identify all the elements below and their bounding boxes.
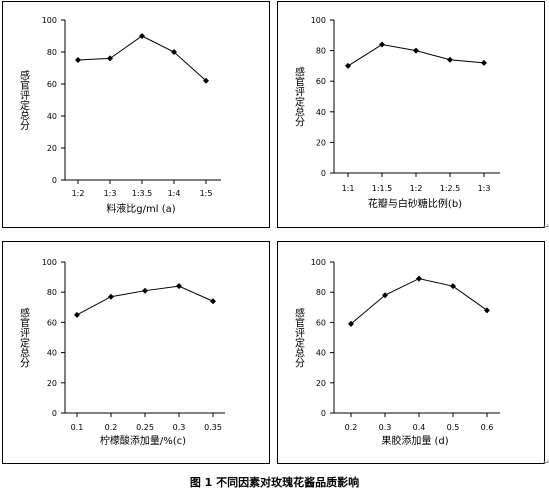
data-point: [379, 41, 385, 48]
chart-panel-a: 0 20 40 60 80 100 1:2 1:3 1:3.5 1:4 1:5 感官评定总分料液比g/…: [2, 1, 270, 228]
y-tick-label: 100: [42, 16, 57, 25]
x-tick-label: 1:2: [410, 184, 423, 193]
paragraph-mark: ↵: [543, 458, 549, 467]
y-tick-label: 60: [47, 318, 57, 327]
x-tick-label: 0.35: [204, 423, 222, 432]
data-point: [413, 47, 419, 54]
x-tick-label: 1:4: [168, 189, 181, 198]
y-tick-label: 60: [47, 80, 57, 89]
x-tick-label: 1:2: [72, 189, 85, 198]
y-tick-label: 20: [47, 144, 57, 153]
x-tick-label: 0.1: [71, 423, 84, 432]
data-point: [481, 59, 487, 66]
x-tick-label: 0.4: [413, 423, 426, 432]
y-tick-label: 80: [316, 288, 326, 297]
y-tick-label: 0: [321, 169, 326, 178]
data-point: [345, 62, 351, 69]
x-tick-label: 1:3: [104, 189, 117, 198]
data-point: [210, 298, 216, 305]
y-tick-label: 20: [316, 379, 326, 388]
y-axis-label: 感官评定总分: [293, 65, 305, 127]
x-axis-label: 料液比g/ml (a): [106, 202, 175, 215]
y-tick-label: 0: [52, 409, 57, 418]
data-point: [142, 287, 148, 294]
x-axis-label: 果胶添加量 (d): [381, 434, 448, 447]
y-tick-label: 20: [47, 379, 57, 388]
data-point: [75, 57, 81, 63]
y-tick-label: 40: [316, 349, 326, 358]
figure-caption: 图 1 不同因素对玫瑰花酱品质影响: [189, 476, 360, 489]
x-tick-label: 1:3.5: [132, 189, 153, 198]
chart-panel-d: 0 20 40 60 80 100 0.2 0.3 0.4 0.5 0.6 感官评定总分果胶添加量 (…: [277, 241, 545, 464]
data-point: [139, 33, 145, 39]
y-tick-label: 100: [311, 258, 326, 267]
y-tick-label: 20: [316, 138, 326, 147]
x-tick-label: 1:1: [342, 184, 355, 193]
data-point: [484, 307, 490, 314]
data-point: [382, 292, 388, 299]
y-tick-label: 80: [316, 47, 326, 56]
y-axis-label: 感官评定总分: [18, 306, 30, 368]
series-line: [77, 35, 207, 82]
y-tick-label: 60: [316, 318, 326, 327]
y-tick-label: 40: [47, 112, 57, 121]
y-tick-label: 40: [47, 349, 57, 358]
data-point: [447, 56, 453, 63]
data-point: [108, 293, 114, 300]
line-chart-a: 0 20 40 60 80 100 1:2 1:3 1:3.5 1:4 1:5 感官评定总分料液比g/…: [18, 16, 221, 215]
line-chart-c: 0 20 40 60 80 100 0.1 0.2 0.25 0.3 0.35 感官评定总分柠檬酸添加…: [18, 258, 225, 447]
x-tick-label: 0.3: [379, 423, 392, 432]
x-tick-label: 0.2: [345, 423, 358, 432]
x-tick-label: 1:5: [200, 189, 213, 198]
data-point: [74, 311, 80, 318]
y-tick-label: 60: [316, 77, 326, 86]
y-axis-label: 感官评定总分: [18, 69, 30, 131]
y-tick-label: 0: [321, 409, 326, 418]
data-point: [107, 55, 113, 62]
x-tick-label: 0.2: [105, 423, 118, 432]
y-tick-label: 100: [42, 258, 57, 267]
x-tick-label: 0.6: [481, 423, 494, 432]
paragraph-mark: ↵: [543, 222, 549, 231]
y-tick-label: 100: [311, 16, 326, 25]
data-point: [171, 49, 177, 55]
y-axis-label: 感官评定总分: [293, 306, 305, 368]
x-tick-label: 1:2.5: [440, 184, 461, 193]
x-axis-label: 花瓣与白砂糖比例(b): [368, 197, 462, 210]
y-tick-label: 0: [52, 176, 57, 185]
data-point: [348, 320, 354, 327]
x-axis-label: 柠檬酸添加量/%(c): [100, 434, 186, 447]
data-point: [450, 283, 456, 290]
x-tick-label: 1:1.5: [372, 184, 393, 193]
x-tick-label: 1:3: [478, 184, 491, 193]
data-point: [176, 283, 182, 290]
series-line: [350, 278, 488, 325]
x-tick-label: 0.3: [173, 423, 186, 432]
y-tick-label: 80: [47, 48, 57, 57]
data-point: [203, 77, 209, 84]
x-tick-label: 0.25: [136, 423, 154, 432]
chart-panel-c: 0 20 40 60 80 100 0.1 0.2 0.25 0.3 0.35 感官评定总分柠檬酸添加…: [2, 241, 270, 464]
y-tick-label: 40: [316, 108, 326, 117]
x-tick-label: 0.5: [447, 423, 460, 432]
line-chart-b: 0 20 40 60 80 100 1:1 1:1.5 1:2 1:2.5 1:3 感官评定总分花瓣与…: [293, 16, 500, 210]
y-tick-label: 80: [47, 288, 57, 297]
data-point: [416, 275, 422, 282]
chart-panel-b: 0 20 40 60 80 100 1:1 1:1.5 1:2 1:2.5 1:3 感官评定总分花瓣与…: [277, 1, 545, 228]
